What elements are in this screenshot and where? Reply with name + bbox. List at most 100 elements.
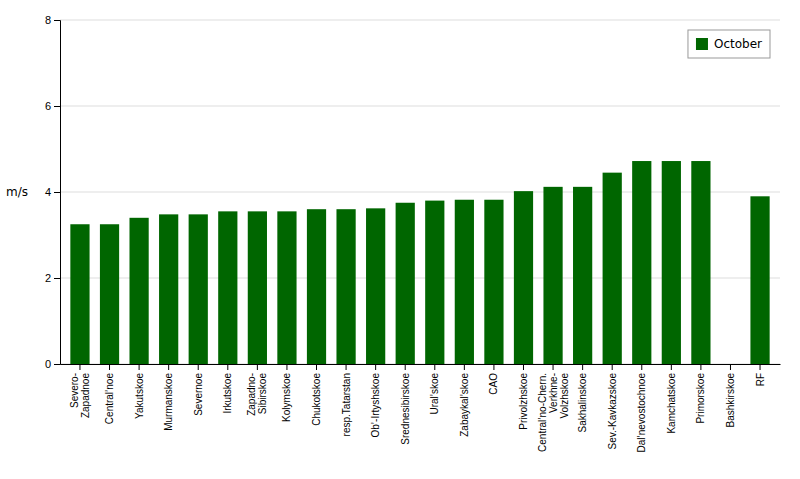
x-tick-label: Kolymskoe [281,373,292,422]
legend: October [688,30,770,58]
bar [632,161,651,364]
x-tick-label-line: Murmanskoe [163,373,174,431]
x-tick-label-line: Srednesibirskoe [400,373,411,445]
x-tick: Kolymskoe [281,364,292,422]
x-tick-label: RF [755,373,766,386]
bar [573,187,592,364]
y-tick-mark [54,364,60,365]
x-tick-label-line: Irkutskoe [222,373,233,414]
x-tick: Severo-Zapadnoe [69,364,91,418]
x-tick-label: Severo-Zapadnoe [69,373,91,418]
x-tick: Chukotskoe [311,364,322,426]
x-tick-label-line: resp.Tatarstan [341,373,352,436]
x-tick-mark [346,364,347,370]
y-axis: 02468 [45,14,61,370]
x-tick-label: Sev.-Kavkazskoe [607,373,618,450]
x-tick-label: Central’no-Chern.Verkhne-Volzhskoe [537,373,570,452]
x-tick-mark [612,364,613,370]
x-tick-mark [553,364,554,370]
bar [307,209,326,364]
x-tick-label-line: CAO [488,373,499,395]
bar [159,214,178,364]
x-tick-label-line: Dal’nevostochnoe [636,373,647,453]
x-tick-label: Zapadno-Sibirskoe [246,373,268,416]
x-tick-label-line: Ob’-Irtyshskoe [370,373,381,438]
x-tick: Privolzhskoe [518,364,529,430]
x-tick-mark [316,364,317,370]
x-tick-label-line: Bashkirskoe [725,373,736,428]
y-tick-label: 4 [45,186,51,198]
y-tick-label: 2 [45,272,51,284]
bar [277,211,296,364]
chart: 02468Severo-ZapadnoeCentral’noeYakutskoe… [0,0,800,479]
x-tick: Zabaykal’skoe [459,364,470,437]
bar [484,200,503,364]
bar [366,208,385,364]
x-tick-label: CAO [488,373,499,395]
x-tick-label-line: RF [755,373,766,386]
bar [218,211,237,364]
x-tick-label-line: Sev.-Kavkazskoe [607,373,618,450]
x-tick-label: Severnoe [193,373,204,416]
x-tick-mark [641,364,642,370]
x-tick-label: Ural’skoe [429,373,440,415]
x-tick-label-line: Sakhalinskoe [577,373,588,433]
x-axis: Severo-Zapadnoe Central’noe Yakutskoe Murma… [61,364,781,453]
bar [514,191,533,364]
x-tick-label-line: Severo- [69,373,80,408]
x-tick: Srednesibirskoe [400,364,411,445]
x-tick-mark [375,364,376,370]
bar [691,161,710,364]
grid-line [60,106,780,107]
x-tick: Irkutskoe [222,364,233,414]
y-tick-mark [54,278,60,279]
x-tick: Sev.-Kavkazskoe [607,364,618,450]
x-tick-label: Murmanskoe [163,373,174,431]
x-tick-label-line: Zapadno- [246,373,257,416]
x-tick: Primorskoe [695,364,706,424]
plot: 02468Severo-ZapadnoeCentral’noeYakutskoe… [45,14,781,452]
y-tick: 4 [45,186,60,198]
x-tick: Zapadno-Sibirskoe [246,364,268,416]
x-tick-label: resp.Tatarstan [341,373,352,436]
x-tick-label-line: Sibirskoe [257,373,268,415]
bar [603,173,622,364]
x-tick: Kamchatskoe [666,364,677,434]
x-tick-mark [198,364,199,370]
x-tick-label: Ob’-Irtyshskoe [370,373,381,438]
x-tick: CAO [488,364,499,395]
x-tick-mark [464,364,465,370]
x-tick-label-line: Primorskoe [695,373,706,424]
x-tick: Central’noe [104,364,115,424]
legend-swatch [696,38,708,50]
x-tick-label-line: Zapadnoe [80,373,91,418]
legend-box [688,30,770,58]
x-tick: resp.Tatarstan [341,364,352,436]
x-tick-mark [760,364,761,370]
y-tick: 0 [45,358,60,370]
bar [396,203,415,364]
x-tick-mark [286,364,287,370]
x-tick-mark [671,364,672,370]
bar [750,196,769,364]
x-tick-mark [730,364,731,370]
x-tick-mark [109,364,110,370]
bar [100,224,119,364]
bar [455,200,474,364]
bars [70,161,769,364]
x-tick-label-line: Severnoe [193,373,204,416]
bar [129,218,148,364]
y-tick-label: 0 [45,358,51,370]
x-tick: Bashkirskoe [725,364,736,427]
bar [248,211,267,364]
x-tick-mark [405,364,406,370]
x-tick-label-line: Yakutskoe [134,373,145,419]
x-tick-label-line: Volzhskoe [559,373,570,419]
y-axis-line [54,21,61,365]
x-tick-mark [434,364,435,370]
x-tick: Dal’nevostochnoe [636,364,647,453]
grid [60,20,780,364]
y-tick-mark [54,20,60,21]
y-tick: 6 [45,100,60,112]
x-tick-label-line: Privolzhskoe [518,373,529,430]
